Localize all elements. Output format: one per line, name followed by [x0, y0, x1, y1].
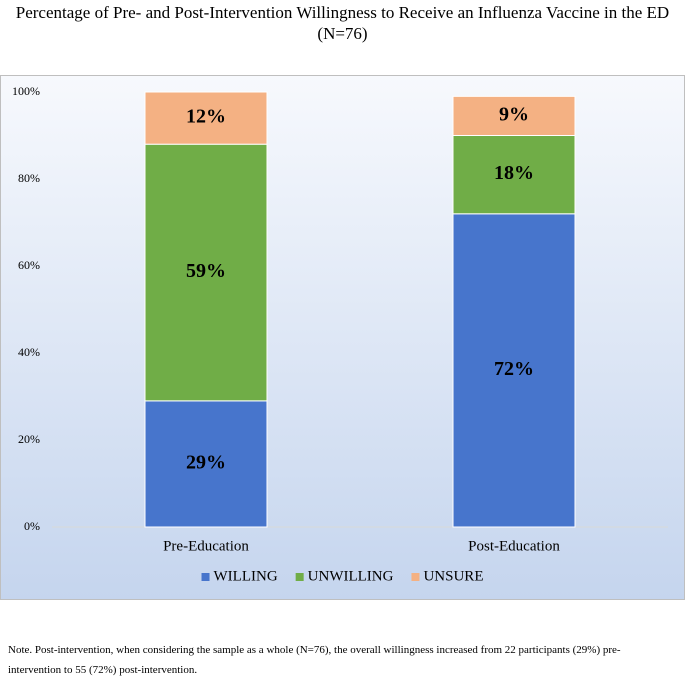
value-label: 29% [186, 452, 226, 474]
bar-segment [452, 213, 576, 528]
legend-label: WILLING [214, 568, 278, 584]
value-label: 12% [186, 106, 226, 128]
y-tick-label: 80% [18, 171, 40, 185]
bar-segment [144, 91, 268, 145]
bar-segment [452, 95, 576, 137]
legend-label: UNWILLING [308, 568, 394, 584]
bar-segment [144, 143, 268, 402]
chart-background [0, 75, 685, 600]
bar-segment [144, 400, 268, 528]
legend-label: UNSURE [423, 568, 483, 584]
legend-swatch [201, 573, 210, 581]
y-tick-label: 40% [18, 345, 40, 359]
value-label: 9% [499, 104, 529, 126]
x-tick-label: Pre-Education [163, 538, 249, 554]
y-tick-label: 20% [18, 432, 40, 446]
value-label: 59% [186, 260, 226, 282]
value-label: 18% [494, 162, 534, 184]
bar-segment [452, 135, 576, 215]
y-tick-label: 60% [18, 258, 40, 272]
note: Note. Post-intervention, when considerin… [8, 644, 621, 676]
legend-swatch [295, 573, 304, 581]
chart-title: Percentage of Pre- and Post-Intervention… [15, 3, 670, 43]
chart: 0% 20% 40% 60% 80% 100% Pre-Education 29% 59% 12%… [0, 75, 685, 600]
x-tick-label: Post-Education [468, 538, 560, 554]
value-label: 72% [494, 358, 534, 380]
y-tick-label: 100% [12, 84, 40, 98]
legend-swatch [411, 573, 420, 581]
y-tick-label: 0% [24, 519, 40, 533]
